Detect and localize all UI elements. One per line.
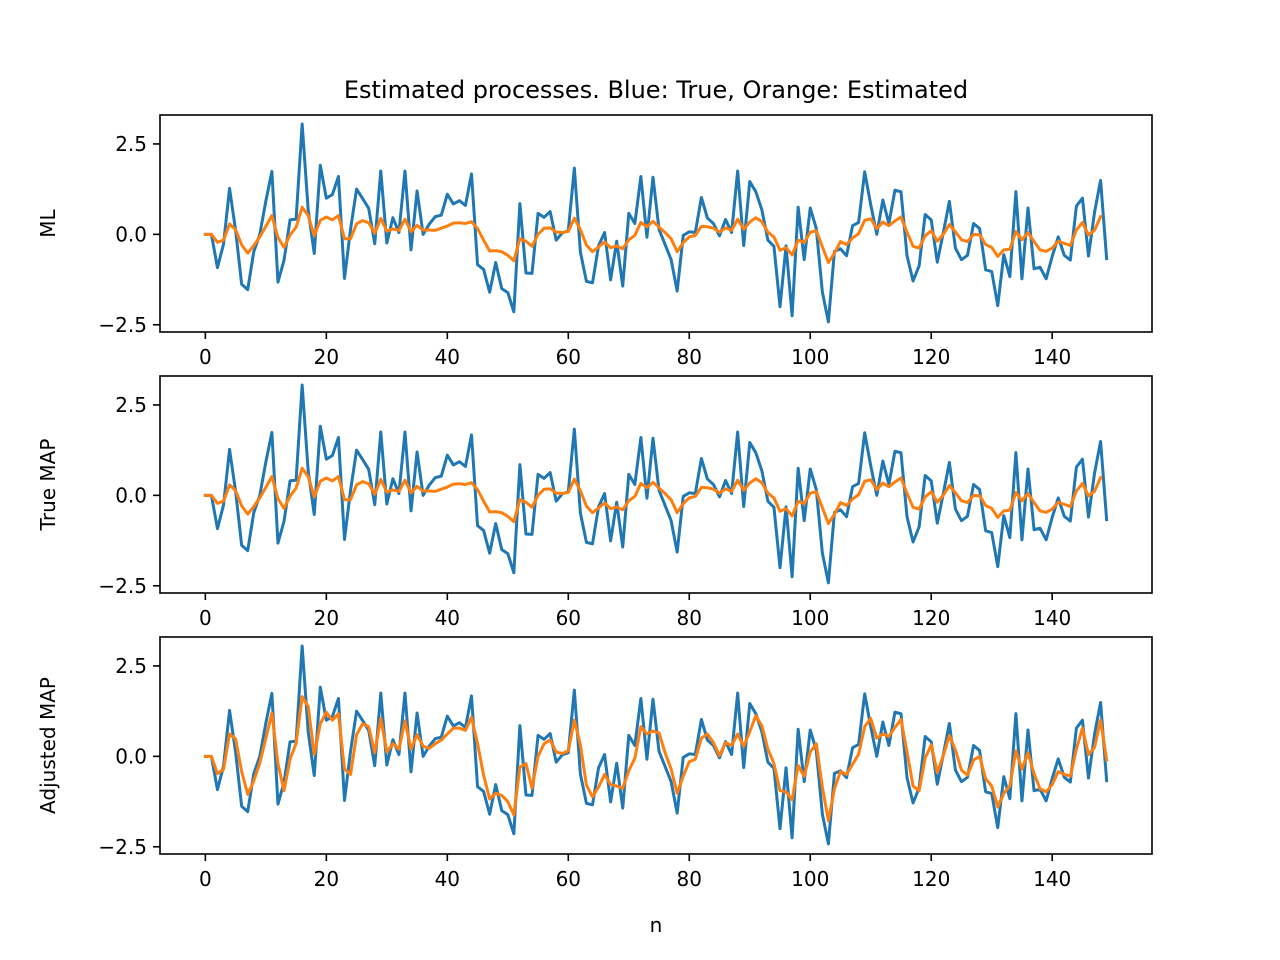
x-tick-label: 40 xyxy=(435,606,460,630)
series-line-true xyxy=(203,383,1109,585)
y-axis-label: True MAP xyxy=(36,439,60,532)
x-axis-label: n xyxy=(650,913,663,937)
x-tick-label: 40 xyxy=(435,867,460,891)
x-tick-label: 140 xyxy=(1033,345,1071,369)
x-tick-label: 120 xyxy=(912,345,950,369)
x-tick-label: 0 xyxy=(199,345,212,369)
x-tick-label: 80 xyxy=(677,867,702,891)
x-tick-label: 100 xyxy=(791,345,829,369)
y-tick-label: 2.5 xyxy=(115,132,147,156)
x-tick-label: 120 xyxy=(912,606,950,630)
y-tick-label: −2.5 xyxy=(98,835,147,859)
x-tick-label: 60 xyxy=(556,606,581,630)
x-tick-label: 120 xyxy=(912,867,950,891)
x-tick-label: 100 xyxy=(791,606,829,630)
y-tick-label: 0.0 xyxy=(115,222,147,246)
x-tick-label: 80 xyxy=(677,345,702,369)
axes-frame xyxy=(159,114,1153,333)
y-axis-label: Adjusted MAP xyxy=(36,677,60,814)
x-tick-label: 0 xyxy=(199,606,212,630)
subplot-adjusted-map: 0 20 40 60 80 100 120 140 2.5 0.0 −2.5 Adjusted MAP… xyxy=(36,636,1153,937)
axes-frame xyxy=(159,375,1153,594)
series-line-estimated xyxy=(203,695,1109,823)
x-tick-label: 20 xyxy=(314,606,339,630)
x-tick-label: 80 xyxy=(677,606,702,630)
x-tick-label: 100 xyxy=(791,867,829,891)
x-tick-label: 60 xyxy=(556,345,581,369)
y-tick-label: 2.5 xyxy=(115,393,147,417)
x-tick-label: 60 xyxy=(556,867,581,891)
y-tick-label: −2.5 xyxy=(98,574,147,598)
x-tick-label: 0 xyxy=(199,867,212,891)
series-line-estimated xyxy=(203,205,1103,265)
axes-frame xyxy=(159,636,1153,855)
x-tick-label: 140 xyxy=(1033,867,1071,891)
x-tick-label: 20 xyxy=(314,867,339,891)
series-line-estimated xyxy=(203,466,1103,526)
y-tick-label: 0.0 xyxy=(115,744,147,768)
series-line-true xyxy=(203,122,1109,324)
subplot-ml: 0 20 40 60 80 100 120 140 2.5 0.0 −2.5 ML xyxy=(36,114,1153,369)
y-axis-label: ML xyxy=(36,208,60,237)
subplot-true-map: 0 20 40 60 80 100 120 140 2.5 0.0 −2.5 True MAP xyxy=(36,375,1153,630)
y-tick-label: 0.0 xyxy=(115,483,147,507)
series-line-true xyxy=(203,644,1109,846)
y-tick-label: −2.5 xyxy=(98,313,147,337)
y-tick-label: 2.5 xyxy=(115,654,147,678)
x-tick-label: 40 xyxy=(435,345,460,369)
x-tick-label: 140 xyxy=(1033,606,1071,630)
figure-title: Estimated processes. Blue: True, Orange:… xyxy=(344,76,968,104)
x-tick-label: 20 xyxy=(314,345,339,369)
